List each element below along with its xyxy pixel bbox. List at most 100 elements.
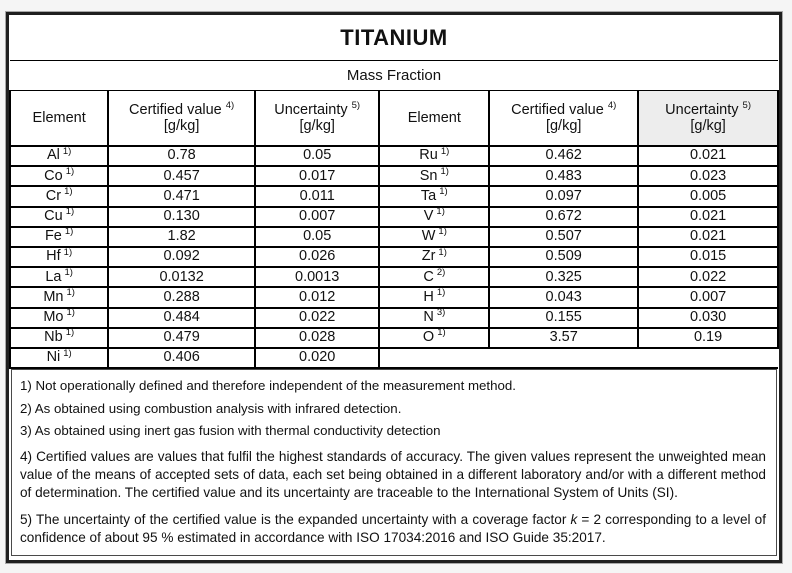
footnote-3: 3) As obtained using inert gas fusion wi… [20, 423, 441, 439]
element-cell: O 1) [378, 326, 491, 349]
certified-value-cell: 0.78 [107, 144, 256, 168]
element-cell: Fe 1) [8, 225, 110, 248]
col-header-element-right: Element [378, 90, 491, 147]
element-cell: Hf 1) [8, 245, 110, 269]
certified-value-cell: 0.092 [107, 245, 256, 269]
unit-label: [g/kg] [299, 118, 335, 134]
element-cell: Mn 1) [8, 286, 110, 309]
col-header-certified-right: Certified value 4) [g/kg] [488, 90, 640, 147]
unit-label: [g/kg] [690, 118, 726, 134]
certified-value-cell: 0.043 [488, 286, 640, 309]
uncertainty-cell: 0.021 [637, 205, 779, 228]
footnotes-box: 1) Not operationally defined and therefo… [11, 369, 777, 556]
uncertainty-cell: 0.017 [253, 165, 381, 188]
uncertainty-cell: 0.19 [637, 326, 779, 349]
uncertainty-cell: 0.007 [253, 205, 381, 228]
footnote-1: 1) Not operationally defined and therefo… [20, 378, 517, 394]
certified-value-cell: 0.130 [107, 205, 256, 228]
certified-value-cell: 0.0132 [107, 266, 256, 289]
uncertainty-cell: 0.030 [637, 306, 779, 329]
uncertainty-cell: 0.015 [637, 245, 779, 269]
table-row: Co 1) 0.457 0.017 Sn 1) 0.483 0.023 [8, 165, 779, 188]
col-header-element-left: Element [8, 90, 110, 147]
element-cell: Cu 1) [8, 205, 110, 228]
certified-value-cell: 0.288 [107, 286, 256, 309]
table-subtitle: Mass Fraction [10, 60, 778, 91]
certified-value-cell: 0.509 [488, 245, 640, 269]
unit-label: [g/kg] [545, 118, 582, 134]
certified-value-cell: 0.483 [488, 165, 640, 188]
uncertainty-cell: 0.005 [637, 185, 779, 208]
element-cell: Ta 1) [378, 185, 491, 208]
certified-value-cell: 3.57 [488, 326, 640, 349]
uncertainty-cell: 0.012 [253, 286, 381, 309]
uncertainty-cell: 0.028 [253, 326, 381, 349]
uncertainty-cell: 0.05 [253, 225, 381, 248]
uncertainty-cell: 0.0013 [253, 266, 381, 289]
element-cell: Mo 1) [8, 306, 110, 329]
table-row: Cr 1) 0.471 0.011 Ta 1) 0.097 0.005 [8, 185, 779, 208]
table-row: Cu 1) 0.130 0.007 V 1) 0.672 0.021 [8, 205, 779, 228]
table-row: Hf 1) 0.092 0.026 Zr 1) 0.509 0.015 [8, 245, 779, 269]
element-cell: Zr 1) [378, 245, 491, 269]
table-row: Mn 1) 0.288 0.012 H 1) 0.043 0.007 [8, 286, 779, 309]
unit-label: [g/kg] [163, 118, 200, 134]
element-cell: W 1) [378, 225, 491, 248]
element-cell: V 1) [378, 205, 491, 228]
certified-value-cell: 0.479 [107, 326, 256, 349]
uncertainty-cell: 0.022 [253, 306, 381, 329]
page-title: TITANIUM [10, 15, 778, 61]
certified-value-cell: 0.471 [107, 185, 256, 208]
uncertainty-cell: 0.022 [637, 266, 779, 289]
mass-fraction-table: TITANIUM Mass Fraction Element Certified… [8, 15, 779, 370]
uncertainty-cell: 0.026 [253, 245, 381, 269]
uncertainty-cell: 0.021 [637, 225, 779, 248]
footnote-4: 4) Certified values are values that fulf… [20, 449, 766, 500]
certified-value-cell: 0.462 [488, 144, 640, 168]
uncertainty-cell: 0.023 [637, 165, 779, 188]
element-cell: H 1) [378, 286, 491, 309]
certified-value-cell: 0.484 [107, 306, 256, 329]
certified-value-cell: 0.507 [488, 225, 640, 248]
certificate-sheet: TITANIUM Mass Fraction Element Certified… [6, 12, 782, 563]
table-row: Nb 1) 0.479 0.028 O 1) 3.57 0.19 [8, 326, 779, 349]
element-cell: Nb 1) [8, 326, 110, 349]
table-header-row: Element Certified value 4) [g/kg] Uncert… [8, 90, 779, 147]
element-cell: Ru 1) [378, 144, 491, 168]
table-row: Mo 1) 0.484 0.022 N 3) 0.155 0.030 [8, 306, 779, 329]
certified-value-cell: 0.325 [488, 266, 640, 289]
certified-value-cell: 0.406 [107, 346, 256, 370]
element-cell: Cr 1) [8, 185, 110, 208]
element-cell: Ni 1) [8, 346, 110, 370]
element-cell: Al 1) [8, 144, 110, 168]
element-cell: N 3) [378, 306, 491, 329]
certified-value-cell: 0.097 [488, 185, 640, 208]
footnote-2: 2) As obtained using combustion analysis… [20, 400, 402, 416]
table-row: Fe 1) 1.82 0.05 W 1) 0.507 0.021 [8, 225, 779, 248]
uncertainty-cell: 0.05 [253, 144, 381, 168]
empty-merged-cell [378, 346, 778, 370]
element-cell: Co 1) [8, 165, 110, 188]
italic-k: k [570, 511, 578, 527]
table-row: Ni 1) 0.406 0.020 [8, 346, 778, 370]
footnote-5: 5) The uncertainty of the certified valu… [20, 511, 767, 545]
element-cell: La 1) [8, 266, 110, 289]
uncertainty-cell: 0.011 [253, 185, 381, 208]
certified-value-cell: 0.672 [488, 205, 640, 228]
certified-value-cell: 0.155 [488, 306, 640, 329]
col-header-certified-left: Certified value 4) [g/kg] [107, 90, 256, 147]
element-cell: C 2) [378, 266, 491, 289]
footnote-ref-4: 4) [607, 100, 617, 112]
table-row: Al 1) 0.78 0.05 Ru 1) 0.462 0.021 [8, 144, 779, 168]
uncertainty-cell: 0.007 [637, 286, 779, 309]
footnote-ref-5: 5) [351, 100, 361, 112]
uncertainty-cell: 0.021 [637, 144, 779, 168]
col-header-uncertainty-left: Uncertainty 5) [g/kg] [253, 90, 381, 147]
uncertainty-cell: 0.020 [253, 346, 381, 370]
certified-value-cell: 0.457 [107, 165, 256, 188]
element-cell: Sn 1) [378, 165, 491, 188]
table-row: La 1) 0.0132 0.0013 C 2) 0.325 0.022 [8, 266, 779, 289]
footnote-ref-4: 4) [225, 100, 235, 112]
certified-value-cell: 1.82 [107, 225, 256, 248]
